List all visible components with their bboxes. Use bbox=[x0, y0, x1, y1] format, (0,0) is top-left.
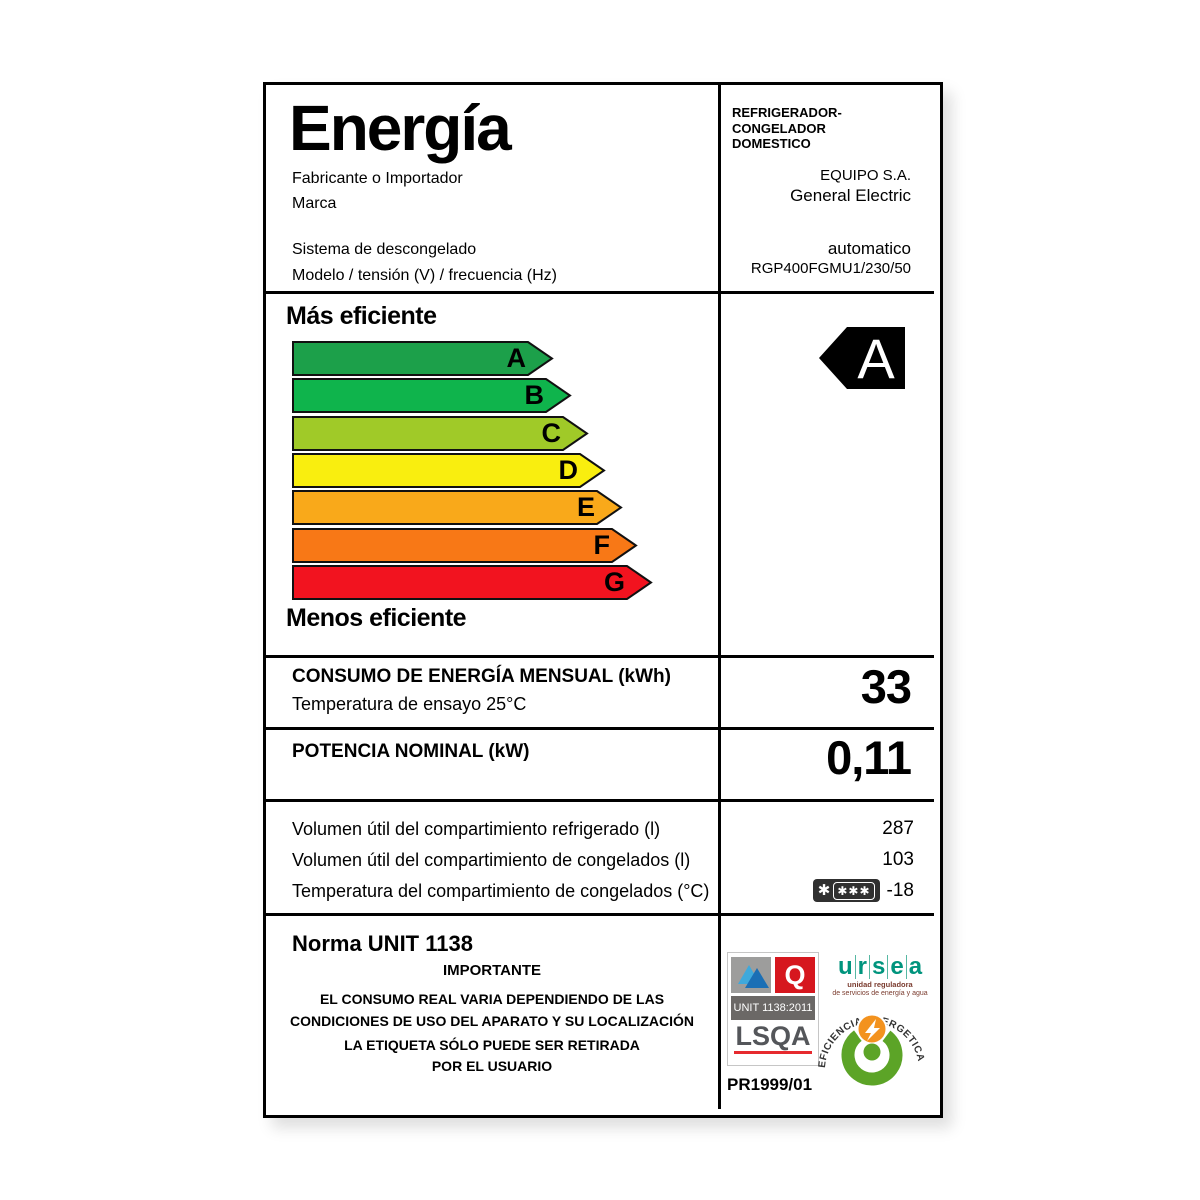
product-category-line: REFRIGERADOR- bbox=[732, 105, 842, 120]
defrost-label: Sistema de descongelado bbox=[292, 241, 477, 258]
efficiency-bar-shape bbox=[292, 565, 653, 600]
rating-arrow: A bbox=[819, 327, 905, 390]
star-triple-box: ✱✱✱ bbox=[833, 881, 875, 900]
certificate-number: PR1999/01 bbox=[727, 1075, 813, 1094]
ursea-letter: r bbox=[856, 955, 870, 979]
lsqa-underline bbox=[734, 1051, 812, 1054]
star-rating-icon: ✱ ✱✱✱ bbox=[812, 879, 880, 902]
manufacturer-value: EQUIPO S.A. bbox=[820, 167, 911, 184]
rating-arrow-shape bbox=[819, 327, 905, 389]
consumption-note: EL CONSUMO REAL VARIA DEPENDIENDO DE LAS… bbox=[266, 988, 718, 1032]
efficiency-bar-shape bbox=[292, 528, 638, 563]
efficiency-bar-b: B bbox=[292, 378, 572, 413]
triangles-icon bbox=[738, 965, 769, 988]
fridge-volume-label: Volumen útil del compartimiento refriger… bbox=[292, 819, 661, 839]
seal-bolt-icon bbox=[865, 1019, 880, 1041]
unit-standard-badge: UNIT 1138:2011 bbox=[731, 996, 815, 1020]
rating-letter: A bbox=[857, 327, 895, 390]
seal-center-dot bbox=[863, 1043, 881, 1061]
product-category-line: DOMESTICO bbox=[732, 136, 811, 151]
efficiency-bar-letter: C bbox=[541, 418, 562, 448]
freezer-volume-label: Volumen útil del compartimiento de conge… bbox=[292, 850, 691, 870]
power-value: 0,11 bbox=[826, 731, 912, 784]
fridge-volume-value: 287 bbox=[882, 818, 914, 839]
table-row: Volumen útil del compartimiento refriger… bbox=[292, 818, 914, 840]
divider-scale bbox=[266, 655, 934, 658]
energy-efficiency-seal: EFICIENCIA ENERGETICA bbox=[818, 1013, 926, 1086]
freezer-temp-value-group: ✱ ✱✱✱ -18 bbox=[812, 879, 914, 902]
divider-power bbox=[266, 799, 934, 802]
power-label: POTENCIA NOMINAL (kW) bbox=[292, 741, 530, 762]
lsqa-certification-mark: Q UNIT 1138:2011 LSQA bbox=[727, 952, 819, 1066]
removal-note-line: POR EL USUARIO bbox=[431, 1058, 553, 1074]
divider-header bbox=[266, 291, 934, 294]
efficiency-bar-letter: A bbox=[506, 343, 527, 373]
less-efficient-label: Menos eficiente bbox=[286, 604, 467, 632]
efficiency-bar-e: E bbox=[292, 490, 623, 525]
divider-consumption bbox=[266, 727, 934, 730]
ursea-letter: u bbox=[836, 955, 856, 979]
freezer-temp-value: -18 bbox=[886, 879, 914, 901]
table-row: Volumen útil del compartimiento de conge… bbox=[292, 849, 914, 871]
freezer-volume-value: 103 bbox=[882, 849, 914, 870]
efficiency-bar-shape bbox=[292, 378, 572, 413]
header-field-labels: Fabricante o Importador Marca bbox=[292, 166, 463, 216]
energy-label: Energía Fabricante o Importador Marca Si… bbox=[263, 82, 943, 1118]
ursea-letter: e bbox=[888, 955, 907, 979]
removal-note-line: LA ETIQUETA SÓLO PUEDE SER RETIRADA bbox=[344, 1037, 640, 1053]
star-single: ✱ bbox=[817, 882, 831, 899]
header-field-labels-2: Sistema de descongelado Modelo / tensión… bbox=[292, 237, 557, 289]
lsqa-name: LSQA bbox=[735, 1021, 811, 1051]
norm-title: Norma UNIT 1138 bbox=[292, 931, 473, 956]
manufacturer-label: Fabricante o Importador bbox=[292, 170, 463, 187]
efficiency-bar-g: G bbox=[292, 565, 653, 600]
divider-volumes bbox=[266, 913, 934, 916]
ursea-subtitle-2: de servicios de energía y agua bbox=[832, 989, 928, 997]
product-category: REFRIGERADOR- CONGELADOR DOMESTICO bbox=[732, 105, 842, 152]
efficiency-bar-f: F bbox=[292, 528, 638, 563]
ursea-letter: s bbox=[870, 955, 889, 979]
table-row: Temperatura del compartimiento de congel… bbox=[292, 879, 914, 902]
efficiency-bar-shape bbox=[292, 453, 606, 488]
brand-value: General Electric bbox=[790, 186, 911, 205]
brand-label: Marca bbox=[292, 195, 337, 212]
consumption-label: CONSUMO DE ENERGÍA MENSUAL (kWh) bbox=[292, 666, 671, 687]
ursea-letter: a bbox=[908, 953, 923, 980]
ursea-logo: u r s e a unidad reguladora de servicios… bbox=[832, 955, 928, 998]
efficiency-bar-c: C bbox=[292, 416, 589, 451]
freezer-temp-label: Temperatura del compartimiento de congel… bbox=[292, 881, 710, 901]
model-label: Modelo / tensión (V) / frecuencia (Hz) bbox=[292, 267, 557, 284]
ursea-subtitle-1: unidad reguladora bbox=[847, 980, 913, 989]
lsqa-triangles-icon bbox=[731, 957, 771, 993]
more-efficient-label: Más eficiente bbox=[286, 302, 437, 330]
quality-q-icon: Q bbox=[775, 957, 815, 993]
product-category-line: CONGELADOR bbox=[732, 120, 826, 136]
efficiency-bar-shape bbox=[292, 490, 623, 525]
efficiency-bar-a: A bbox=[292, 341, 554, 376]
ursea-wordmark: u r s e a bbox=[832, 955, 928, 979]
efficiency-bar-shape bbox=[292, 341, 554, 376]
efficiency-bar-d: D bbox=[292, 453, 606, 488]
model-value: RGP400FGMU1/230/50 bbox=[750, 260, 911, 277]
lsqa-logo-row: Q bbox=[728, 957, 818, 993]
efficiency-bar-shape bbox=[292, 416, 589, 451]
consumption-note-line: CONDICIONES DE USO DEL APARATO Y SU LOCA… bbox=[290, 1013, 694, 1029]
efficiency-bar-letter: D bbox=[558, 455, 579, 485]
important-title: IMPORTANTE bbox=[442, 962, 542, 979]
efficiency-bar-letter: E bbox=[576, 492, 595, 522]
removal-note: LA ETIQUETA SÓLO PUEDE SER RETIRADA POR … bbox=[266, 1035, 718, 1077]
consumption-note-line: EL CONSUMO REAL VARIA DEPENDIENDO DE LAS bbox=[319, 991, 665, 1007]
efficiency-bar-letter: G bbox=[603, 567, 625, 597]
consumption-sublabel: Temperatura de ensayo 25°C bbox=[292, 694, 527, 714]
page-title: Energía bbox=[289, 92, 512, 164]
vertical-divider bbox=[718, 85, 721, 1109]
efficiency-bar-letter: F bbox=[593, 530, 611, 560]
consumption-value: 33 bbox=[860, 660, 912, 713]
efficiency-bar-letter: B bbox=[524, 380, 545, 410]
defrost-value: automatico bbox=[827, 239, 911, 258]
